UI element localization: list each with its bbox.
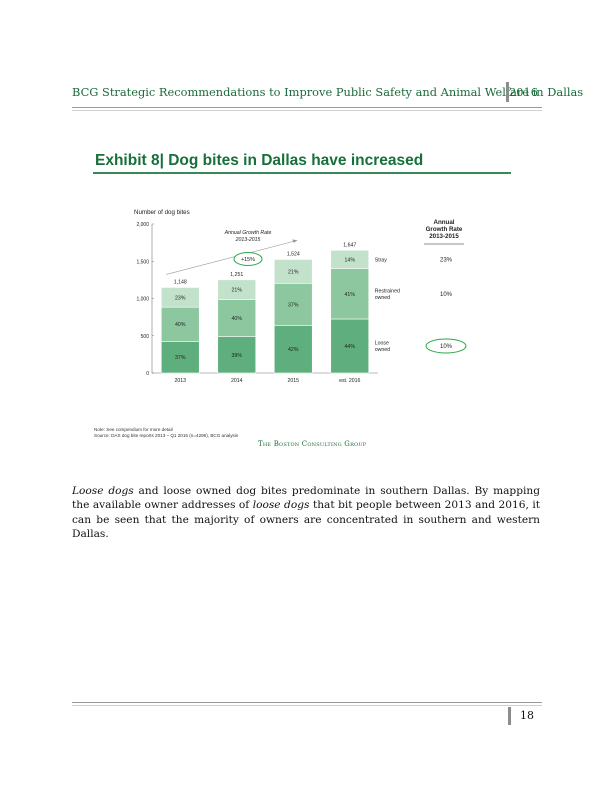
growth-arrow-line [166,240,298,275]
bar-percent-label: 44% [345,344,356,350]
bar-segment-restrained-owned [330,268,370,320]
growth-rate-highlight-circle [425,338,467,354]
bar-percent-label: 21% [232,288,243,294]
growth-rate-value: 23% [440,257,453,263]
header-rule [72,107,542,108]
bar-total-label: 1,524 [287,251,300,257]
bar-percent-label: 40% [175,322,186,328]
footer-rule [72,702,542,703]
y-axis-label: Number of dog bites [134,209,190,216]
chart-note: Note: See compendium for more detail Sou… [94,427,238,438]
y-tick-label: 1,000 [136,297,149,303]
body-italic-loose-dogs: Loose dogs [72,485,134,497]
bar-percent-label: 37% [288,302,299,308]
bar-segment-stray [273,259,313,284]
bar-segment-restrained-owned [160,306,200,342]
y-tick-label: 0 [146,371,149,377]
bar-segment-loose-owned [273,325,313,374]
legend-label-restrained-owned: owned [375,295,390,301]
y-tick-label: 500 [141,334,150,340]
legend-label-stray: Stray [375,257,388,263]
bar-segment-loose-owned [160,341,200,374]
bar-total-label: 1,647 [343,242,356,248]
bar-percent-label: 41% [345,292,356,298]
growth-annotation-period: 2013-2015 [235,237,261,243]
header-rule-secondary [72,110,542,111]
x-tick-label: 2014 [231,378,243,384]
growth-rate-value: 10% [440,292,453,298]
chart-source-line: Source: DAS dog bite reports 2013 – Q1 2… [94,432,239,438]
header-divider [506,82,509,102]
bar-percent-label: 37% [175,355,186,361]
growth-annotation-label: Annual Growth Rate [224,230,272,236]
body-italic-loose-dogs-2: loose dogs [252,499,310,512]
page-number: 18 [520,709,534,722]
bar-percent-label: 40% [232,316,243,322]
legend-label-restrained-owned: Restrained [375,289,400,295]
bar-segment-stray [160,287,200,308]
x-tick-label: 2015 [287,378,299,384]
x-tick-label: est. 2016 [339,378,360,384]
growth-arrow-head [292,239,298,243]
growth-highlight-circle [233,252,263,266]
chart-note-line: Note: See compendium for more detail [94,427,173,432]
x-tick-label: 2013 [174,378,186,384]
running-header-year: 2016 [509,85,538,99]
legend-label-loose-owned: owned [375,347,390,353]
bar-segment-stray [330,249,370,270]
bar-segment-stray [217,279,257,300]
bar-percent-label: 42% [288,347,299,353]
bar-total-label: 1,148 [174,279,187,285]
exhibit-title: Exhibit 8| Dog bites in Dallas have incr… [95,152,424,169]
growth-table-header: 2013-2015 [429,233,459,240]
bar-percent-label: 21% [288,269,299,275]
bar-percent-label: 39% [232,353,243,359]
legend-label-loose-owned: Loose [375,341,389,347]
body-text-part2: that bit people between 2013 and 2016, i… [72,499,540,541]
exhibit-title-rule [93,172,511,174]
y-tick-label: 2,000 [136,222,149,228]
footer-rule-secondary [72,705,542,706]
bar-segment-restrained-owned [273,283,313,326]
body-text-part1: and loose owned dog bites predominate in… [72,485,540,512]
y-tick-label: 1,500 [136,259,149,265]
growth-table-header: Annual [434,219,455,226]
bar-percent-label: 14% [345,257,356,263]
footer-divider [508,707,511,725]
bar-total-label: 1,251 [230,272,243,278]
growth-table-header: Growth Rate [426,226,463,233]
growth-rate-value: 10% [440,344,453,350]
bar-percent-label: 23% [175,295,186,301]
running-header-title: BCG Strategic Recommendations to Improve… [72,85,584,99]
bar-segment-loose-owned [330,318,370,374]
growth-annotation-value: +15% [241,257,255,263]
dog-bites-chart: Number of dog bites 0 500 1,000 1,500 2,000 37… [134,209,467,384]
running-header: BCG Strategic Recommendations to Improve… [72,82,583,104]
body-paragraph: Loose dogs and loose owned dog bites pre… [72,484,540,542]
bcg-logo: The Boston Consulting Group [258,440,367,448]
